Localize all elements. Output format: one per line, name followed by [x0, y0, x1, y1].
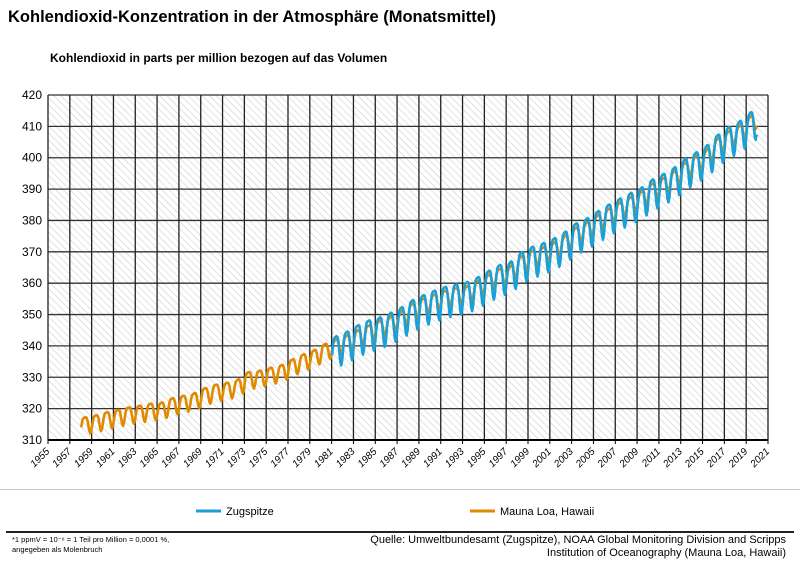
- legend-label: Mauna Loa, Hawaii: [500, 506, 594, 518]
- x-tick-label: 1977: [269, 446, 293, 470]
- source-line: Quelle: Umweltbundesamt (Zugspitze), NOA…: [370, 534, 786, 546]
- y-tick-label: 420: [22, 88, 42, 102]
- legend-divider: [0, 489, 800, 490]
- x-tick-label: 1987: [378, 446, 402, 470]
- x-tick-label: 2007: [595, 446, 620, 471]
- x-tick-label: 1997: [487, 446, 511, 470]
- y-tick-label: 370: [22, 245, 42, 259]
- series-line-zugspitze: [330, 110, 758, 367]
- x-tick-label: 2021: [748, 446, 772, 470]
- x-tick-label: 1959: [72, 446, 96, 470]
- y-tick-label: 400: [22, 151, 42, 165]
- footnote: *1 ppmV = 10⁻⁶ = 1 Teil pro Million = 0,…: [12, 535, 169, 555]
- source-note: Quelle: Umweltbundesamt (Zugspitze), NOA…: [326, 534, 786, 560]
- x-tick-label: 1979: [290, 446, 314, 470]
- source-line: Institution of Oceanography (Mauna Loa, …: [546, 547, 786, 559]
- x-tick-label: 1973: [225, 446, 249, 470]
- x-tick-label: 2011: [639, 446, 663, 470]
- x-tick-label: 2009: [617, 446, 642, 471]
- x-tick-label: 1983: [334, 446, 358, 470]
- y-tick-label: 310: [22, 433, 42, 447]
- x-tick-label: 1969: [181, 446, 205, 470]
- x-tick-label: 2013: [661, 446, 686, 471]
- x-tick-label: 1975: [247, 446, 271, 470]
- x-tick-label: 1955: [29, 446, 53, 470]
- x-tick-label: 2019: [726, 446, 751, 471]
- x-tick-label: 1989: [400, 446, 424, 470]
- x-tick-label: 1965: [138, 446, 162, 470]
- x-tick-label: 1971: [203, 446, 227, 470]
- x-tick-label: 2001: [530, 446, 554, 470]
- plot-area: [48, 95, 768, 440]
- x-tick-label: 1957: [50, 446, 74, 470]
- y-tick-label: 320: [22, 402, 42, 416]
- x-tick-label: 1993: [443, 446, 467, 470]
- x-tick-label: 1999: [509, 446, 533, 470]
- y-tick-label: 410: [22, 119, 42, 133]
- x-tick-label: 1981: [312, 446, 336, 470]
- x-tick-label: 2003: [552, 446, 577, 471]
- chart-title: Kohlendioxid-Konzentration in der Atmosp…: [8, 8, 496, 26]
- footnote-line: *1 ppmV = 10⁻⁶ = 1 Teil pro Million = 0,…: [12, 535, 170, 544]
- legend-label: Zugspitze: [226, 506, 274, 518]
- y-tick-label: 390: [22, 182, 42, 196]
- footnote-line: angegeben als Molenbruch: [12, 545, 103, 554]
- y-tick-label: 340: [22, 339, 42, 353]
- x-tick-label: 2005: [573, 446, 598, 471]
- y-tick-label: 350: [22, 308, 42, 322]
- x-tick-label: 2015: [682, 446, 707, 471]
- x-tick-label: 1995: [465, 446, 489, 470]
- y-tick-label: 380: [22, 213, 42, 227]
- y-tick-label: 360: [22, 276, 42, 290]
- x-tick-label: 1985: [356, 446, 380, 470]
- x-tick-label: 1967: [160, 446, 184, 470]
- x-tick-label: 2017: [704, 446, 729, 471]
- x-tick-label: 1963: [116, 446, 140, 470]
- footer-divider: [6, 531, 794, 533]
- x-tick-label: 1991: [421, 446, 445, 470]
- y-axis-label: Kohlendioxid in parts per million bezoge…: [50, 51, 388, 65]
- x-tick-label: 1961: [94, 446, 118, 470]
- y-tick-label: 330: [22, 370, 42, 384]
